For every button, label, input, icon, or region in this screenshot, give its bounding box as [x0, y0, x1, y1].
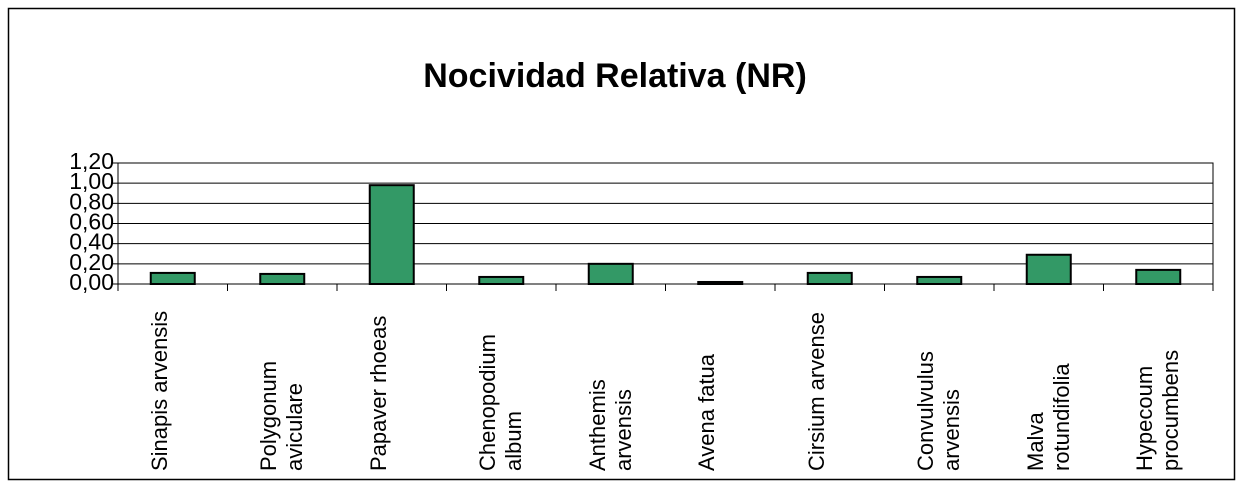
x-tick-label: Polygonum aviculare [256, 360, 308, 471]
bar [587, 262, 634, 286]
y-tick-label: 1,00 [69, 168, 114, 194]
y-tick-label: 1,20 [69, 148, 114, 174]
chart-title: Nocividad Relativa (NR) [423, 57, 807, 95]
x-tick-label: Convulvulus arvensis [913, 351, 965, 471]
y-tick-label: 0,60 [69, 209, 114, 235]
x-tick-label: Papaver rhoeas [365, 315, 391, 471]
x-tick-label: Chenopodium album [475, 334, 527, 471]
x-tick-label: Anthemis arvensis [584, 379, 636, 471]
x-tick-label: Hypecoum procumbens [1132, 349, 1184, 471]
y-tick-label: 0,80 [69, 188, 114, 214]
bar [259, 272, 306, 285]
x-tick-label: Avena fatua [694, 353, 720, 471]
bar [478, 275, 525, 286]
bar [697, 280, 744, 286]
bar [149, 271, 196, 285]
bar [916, 275, 963, 286]
bar [1025, 253, 1072, 285]
bar [806, 271, 853, 285]
x-tick-label: Malva rotundifolia [1022, 363, 1074, 471]
x-tick-label: Cirsium arvense [803, 312, 829, 471]
y-tick-label: 0,40 [69, 229, 114, 255]
y-tick-label: 0,20 [69, 249, 114, 275]
y-tick-label: 0,00 [69, 269, 114, 295]
bar [368, 184, 415, 285]
bar [1135, 268, 1182, 285]
x-tick-label: Sinapis arvensis [146, 310, 172, 471]
